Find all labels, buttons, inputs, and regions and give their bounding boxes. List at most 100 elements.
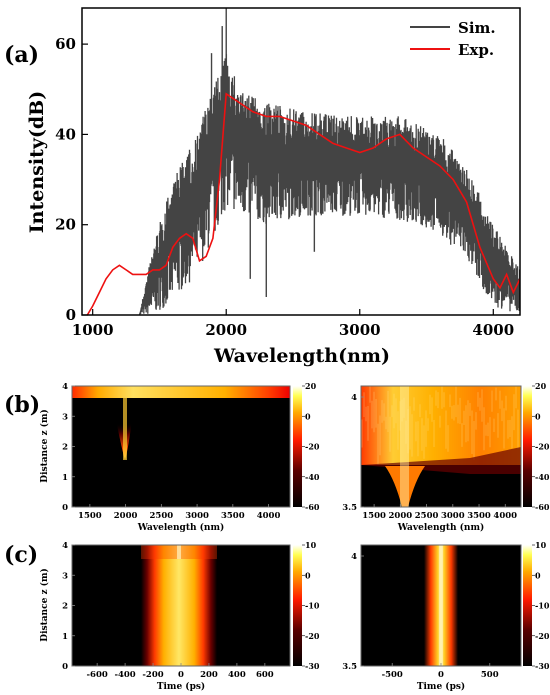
heatmap-x-tick-label: 3000: [185, 511, 209, 521]
heatmap-x-tick-label: 4000: [257, 511, 281, 521]
colorbar-tick-label: 0: [535, 570, 541, 580]
heatmap-y-tick-label: 4: [62, 382, 68, 392]
heatmap-y-tick-label: 0: [62, 503, 68, 513]
heatmap-c-right: -500 0 500 3.5 4 Time (ps) 10 0 -10 -20 -30: [342, 540, 550, 692]
x-axis-label-b-left: Wavelength (nm): [137, 522, 225, 533]
colorbar-b-left: [293, 386, 302, 507]
colorbar-tick-label: -20: [535, 631, 550, 641]
heatmap-x-tick-label: 1500: [78, 511, 102, 521]
heatmap-x-tick-label: 3500: [467, 511, 491, 521]
heatmap-x-tick-label: -400: [114, 670, 135, 680]
pump-line: [400, 386, 409, 507]
heatmap-y-tick-label: 0: [62, 662, 68, 672]
heatmap-x-tick-label: 3500: [221, 511, 245, 521]
heatmap-y-tick-label: 1: [62, 473, 68, 483]
x-axis-label-c-right: Time (ps): [417, 681, 465, 692]
heatmap-y-tick-label: 2: [62, 602, 68, 612]
heatmap-x-tick-label: -600: [87, 670, 108, 680]
pump-line: [123, 398, 127, 460]
heatmap-x-tick-label: 2500: [150, 511, 174, 521]
panel-a: (a) 1000 2000 3000 4000 0 20 40 60 Wavelength(n…: [4, 7, 521, 367]
y-axis-label-a: Intensity(dB): [26, 91, 48, 233]
legend-a: Sim. Exp.: [410, 19, 496, 59]
colorbar-b-right: [523, 386, 532, 507]
panel-label-c: (c): [4, 542, 38, 568]
heatmap-x-tick-label: 400: [228, 670, 246, 680]
heatmap-y-tick-label: 1: [62, 632, 68, 642]
plot-frame-b-right: [360, 385, 522, 508]
y-tick-label-a: 60: [55, 35, 76, 53]
colorbar-c-left: [293, 545, 302, 666]
heatmap-x-tick-label: 200: [200, 670, 218, 680]
y-axis-label-c-left: Distance z (m): [39, 568, 50, 641]
colorbar-tick-label: -20: [305, 631, 320, 641]
x-axis-label-b-right: Wavelength (nm): [397, 522, 485, 533]
x-tick-label-a: 3000: [339, 321, 381, 339]
heatmap-b-right: 1500 2000 2500 3000 3500 4000 3.5 4 Wavelength …: [342, 381, 550, 533]
colorbar-tick-label: -30: [305, 661, 320, 671]
heatmap-y-tick-label: 4: [62, 541, 68, 551]
colorbar-tick-label: 10: [535, 540, 547, 550]
colorbar-tick-label: -40: [535, 472, 550, 482]
heatmap-x-tick-label: 2000: [389, 511, 413, 521]
colorbar-tick-label: -40: [305, 472, 320, 482]
colorbar-tick-label: -60: [305, 502, 320, 512]
heatmap-y-tick-label: 4: [351, 552, 357, 562]
heatmap-x-tick-label: 600: [256, 670, 274, 680]
y-axis-label-b-left: Distance z (m): [39, 409, 50, 482]
panel-label-a: (a): [4, 42, 39, 68]
legend-label-sim: Sim.: [458, 19, 496, 37]
heatmap-x-tick-label: 1500: [362, 511, 386, 521]
heatmap-y-tick-label: 3.5: [342, 662, 357, 672]
heatmap-y-tick-label: 2: [62, 443, 68, 453]
spectrum-top-strip: [72, 386, 290, 398]
colorbar-tick-label: 20: [305, 381, 317, 391]
y-tick-label-a: 0: [66, 306, 76, 324]
heatmap-x-tick-label: 500: [481, 670, 499, 680]
colorbar-tick-label: -10: [535, 601, 550, 611]
colorbar-c-right: [523, 545, 532, 666]
x-tick-label-a: 2000: [205, 321, 247, 339]
broadened-spectrum-region: [361, 386, 521, 465]
colorbar-tick-label: 10: [305, 540, 317, 550]
heatmap-x-tick-label: 2000: [114, 511, 138, 521]
x-tick-label-a: 4000: [472, 321, 514, 339]
heatmap-x-tick-label: 0: [178, 670, 184, 680]
x-axis-label-a: Wavelength(nm): [213, 345, 390, 367]
pulse-peak-line: [177, 545, 181, 559]
heatmap-y-tick-label: 3: [62, 412, 68, 422]
heatmap-x-tick-label: 2500: [415, 511, 439, 521]
colorbar-tick-label: -60: [535, 502, 550, 512]
sim-series-band: [139, 54, 520, 315]
colorbar-tick-label: 20: [535, 381, 547, 391]
pulse-peak-line: [439, 545, 443, 666]
x-axis-label-c-left: Time (ps): [157, 681, 205, 692]
heatmap-x-tick-label: -200: [142, 670, 163, 680]
colorbar-tick-label: -10: [305, 601, 320, 611]
pump-cone: [385, 466, 425, 507]
spectral-dip: [80, 398, 175, 460]
heatmap-b-left: 1500 2000 2500 3000 3500 4000 0 1 2 3 4 Wavelength…: [39, 381, 320, 533]
heatmap-y-tick-label: 3: [62, 571, 68, 581]
heatmap-x-tick-label: 3000: [441, 511, 465, 521]
heatmap-x-tick-label: 0: [438, 670, 444, 680]
heatmap-x-tick-label: 4000: [493, 511, 517, 521]
colorbar-tick-label: 0: [305, 570, 311, 580]
plot-frame-a: [81, 7, 521, 316]
x-tick-label-a: 1000: [72, 321, 114, 339]
heatmap-x-tick-label: -500: [382, 670, 403, 680]
colorbar-tick-label: -20: [305, 442, 320, 452]
y-tick-label-a: 40: [55, 125, 76, 143]
heatmap-y-tick-label: 3.5: [342, 503, 357, 513]
exp-series-line: [86, 92, 520, 315]
panel-label-b: (b): [4, 392, 40, 418]
y-tick-label-a: 20: [55, 216, 76, 234]
colorbar-tick-label: -20: [535, 442, 550, 452]
colorbar-tick-label: 0: [305, 411, 311, 421]
colorbar-tick-label: 0: [535, 411, 541, 421]
legend-label-exp: Exp.: [458, 41, 494, 59]
heatmap-y-tick-label: 4: [351, 393, 357, 403]
spectral-streaks: [361, 386, 519, 465]
